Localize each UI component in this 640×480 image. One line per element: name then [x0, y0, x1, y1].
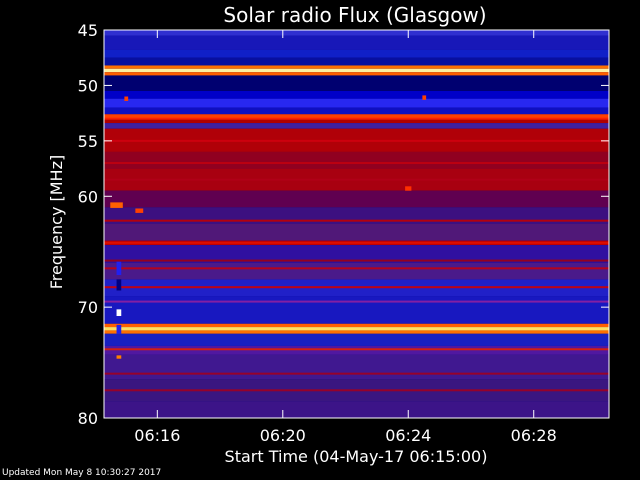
band-4: [104, 65, 609, 69]
band-26: [104, 327, 609, 331]
band-19: [104, 224, 609, 241]
line-8: [104, 286, 609, 289]
band-6: [104, 72, 609, 76]
spot-4: [116, 355, 122, 359]
band-32: [104, 401, 609, 418]
band-0: [104, 30, 609, 36]
footer-updated-text: Updated Mon May 8 10:30:27 2017: [2, 468, 162, 478]
band-28: [104, 333, 609, 346]
x-tick-label-1: 06:20: [260, 426, 306, 445]
y-tick-label-2: 55: [78, 132, 98, 151]
band-29: [104, 345, 609, 355]
band-8: [104, 90, 609, 99]
spot-6: [422, 95, 427, 100]
y-tick-label-5: 80: [78, 409, 98, 428]
spot-1: [116, 279, 122, 291]
plot-area: [103, 29, 610, 419]
band-11: [104, 114, 609, 119]
spot-8: [110, 202, 123, 208]
x-axis-label: Start Time (04-May-17 06:15:00): [225, 447, 488, 466]
spot-3: [116, 324, 122, 334]
band-7: [104, 75, 609, 91]
chart-title: Solar radio Flux (Glasgow): [223, 3, 486, 27]
spot-9: [135, 208, 144, 213]
line-10: [104, 348, 609, 351]
plot-frame: [103, 29, 610, 419]
y-tick-label-0: 45: [78, 21, 98, 40]
line-3: [104, 178, 609, 181]
line-1: [104, 139, 609, 142]
line-7: [104, 267, 609, 270]
line-6: [104, 259, 609, 262]
band-2: [104, 49, 609, 58]
spot-0: [116, 261, 122, 275]
line-0: [104, 117, 609, 120]
x-tick-label-0: 06:16: [134, 426, 180, 445]
band-15: [104, 151, 609, 169]
y-axis-ticks: 45 50 55 60 70 80: [78, 21, 609, 428]
x-tick-label-3: 06:28: [511, 426, 557, 445]
band-1: [104, 35, 609, 50]
line-5: [104, 241, 609, 244]
band-17: [104, 190, 609, 208]
band-3: [104, 57, 609, 66]
band-21: [104, 245, 609, 263]
y-tick-label-3: 60: [78, 187, 98, 206]
x-axis-ticks: 06:16 06:20 06:24 06:28: [134, 30, 557, 445]
band-13: [104, 123, 609, 129]
spot-5: [124, 96, 129, 101]
y-axis-label: Frequency [MHz]: [47, 155, 66, 289]
band-24: [104, 296, 609, 324]
band-10: [104, 107, 609, 115]
band-9: [104, 98, 609, 108]
line-2: [104, 162, 609, 165]
line-4: [104, 219, 609, 222]
x-tick-label-2: 06:24: [385, 426, 431, 445]
band-22: [104, 262, 609, 280]
band-5: [104, 68, 609, 73]
y-tick-label-1: 50: [78, 76, 98, 95]
spot-7: [405, 186, 412, 191]
band-12: [104, 118, 609, 124]
y-tick-label-4: 70: [78, 298, 98, 317]
line-11: [104, 372, 609, 375]
band-30: [104, 354, 609, 380]
spot-2: [116, 309, 122, 317]
line-12: [104, 389, 609, 392]
band-27: [104, 330, 609, 334]
band-25: [104, 323, 609, 328]
line-9: [104, 300, 609, 303]
